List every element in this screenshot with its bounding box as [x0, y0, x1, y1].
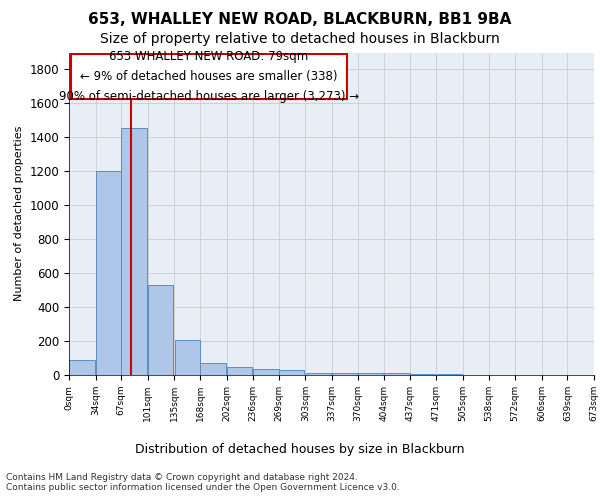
Bar — [175, 340, 200, 375]
Bar — [305, 374, 331, 375]
Bar — [96, 172, 121, 375]
Bar — [332, 374, 358, 375]
Bar — [200, 363, 226, 375]
Bar — [437, 374, 462, 375]
Bar — [121, 128, 147, 375]
Bar — [279, 370, 304, 375]
Y-axis label: Number of detached properties: Number of detached properties — [14, 126, 24, 302]
Text: Size of property relative to detached houses in Blackburn: Size of property relative to detached ho… — [100, 32, 500, 46]
Bar — [385, 374, 410, 375]
Bar — [358, 374, 383, 375]
Bar — [148, 285, 173, 375]
Text: 653 WHALLEY NEW ROAD: 79sqm
← 9% of detached houses are smaller (338)
90% of sem: 653 WHALLEY NEW ROAD: 79sqm ← 9% of deta… — [59, 50, 359, 103]
FancyBboxPatch shape — [71, 54, 347, 99]
Text: Contains HM Land Registry data © Crown copyright and database right 2024.
Contai: Contains HM Land Registry data © Crown c… — [6, 473, 400, 492]
Bar — [227, 367, 252, 375]
Text: 653, WHALLEY NEW ROAD, BLACKBURN, BB1 9BA: 653, WHALLEY NEW ROAD, BLACKBURN, BB1 9B… — [88, 12, 512, 28]
Bar — [69, 360, 95, 375]
Text: Distribution of detached houses by size in Blackburn: Distribution of detached houses by size … — [135, 442, 465, 456]
Bar — [253, 368, 278, 375]
Bar — [410, 374, 436, 375]
